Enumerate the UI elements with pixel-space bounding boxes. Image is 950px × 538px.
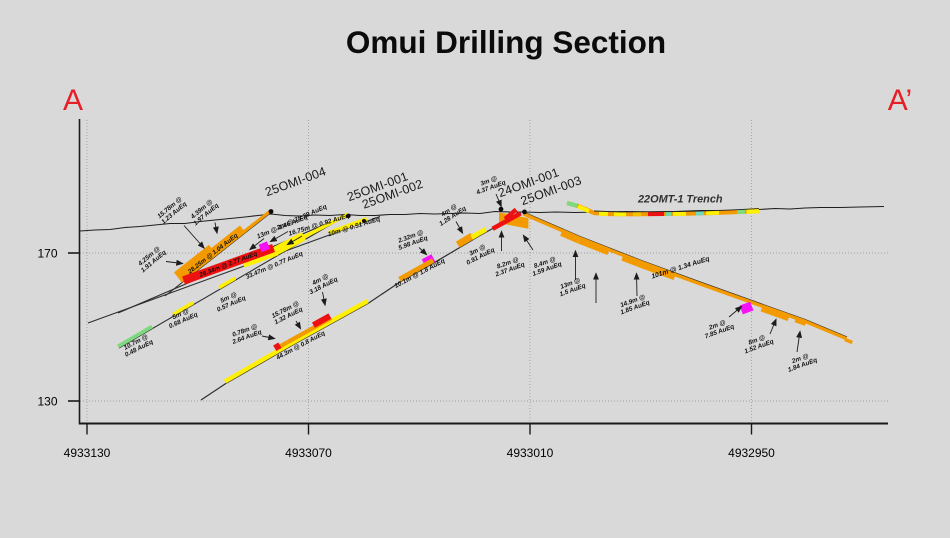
svg-text:A’: A’ (888, 84, 912, 117)
svg-text:4933010: 4933010 (507, 446, 554, 460)
svg-text:130: 130 (37, 395, 57, 409)
svg-text:4933130: 4933130 (64, 446, 111, 460)
svg-text:4933070: 4933070 (285, 446, 332, 460)
svg-text:4932950: 4932950 (728, 446, 775, 460)
svg-text:22OMT-1 Trench: 22OMT-1 Trench (637, 194, 723, 206)
svg-text:170: 170 (37, 247, 57, 261)
svg-text:A: A (63, 84, 83, 117)
svg-text:Omui Drilling Section: Omui Drilling Section (346, 24, 666, 60)
